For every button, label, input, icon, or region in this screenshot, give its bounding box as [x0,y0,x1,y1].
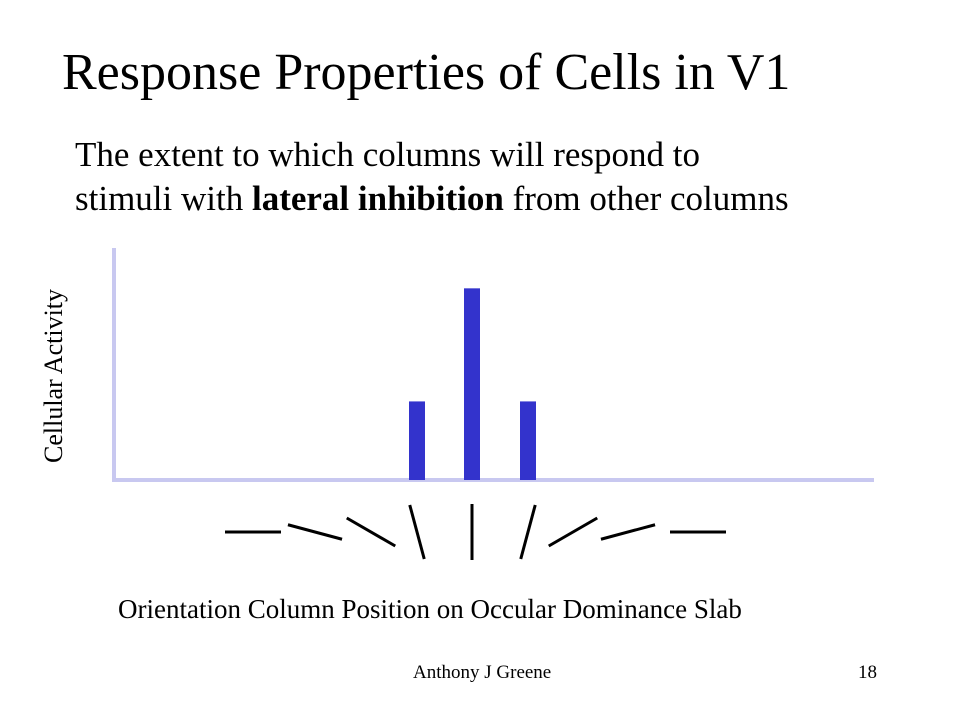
y-axis-label: Cellular Activity [39,288,68,464]
orientation-tick [548,516,598,548]
footer-author: Anthony J Greene [413,662,552,683]
orientation-tick [287,523,343,541]
orientation-tick [408,504,426,560]
subtitle-line-2: stimuli with lateral inhibition from oth… [75,177,789,221]
activity-bar [520,401,536,480]
slide-title: Response Properties of Cells in V1 [62,44,791,101]
orientation-tick-group [225,504,726,560]
slide-subtitle: The extent to which columns will respond… [75,133,789,221]
orientation-tick [346,516,396,548]
subtitle-line-1: The extent to which columns will respond… [75,135,701,174]
x-axis-label: Orientation Column Position on Occular D… [118,594,742,624]
bar-group [409,288,536,480]
footer-page-number: 18 [858,662,877,683]
subtitle-bold-term: lateral inhibition [251,179,504,218]
activity-bar [464,288,480,480]
orientation-tick [519,504,537,560]
activity-bar [409,401,425,480]
subtitle-line-2-start: stimuli with [75,179,252,218]
orientation-tick [600,523,656,541]
subtitle-line-2-end: from other columns [503,179,789,218]
